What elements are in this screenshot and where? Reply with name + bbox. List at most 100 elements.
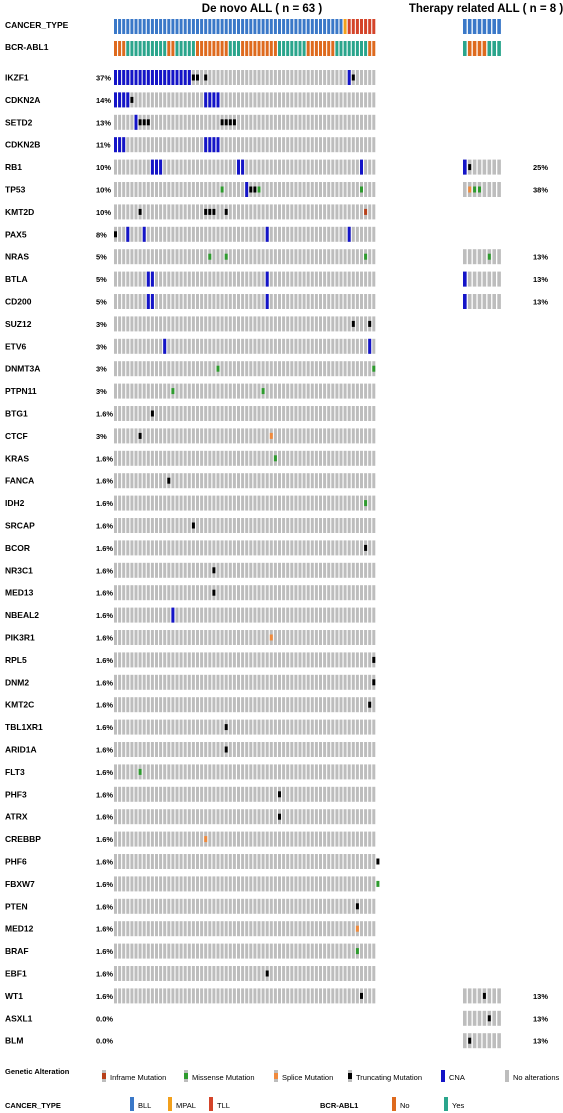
background-cell <box>355 607 359 623</box>
background-cell <box>355 137 359 153</box>
background-cell <box>183 338 187 354</box>
annotation-cell-denovo <box>200 19 204 34</box>
background-cell <box>216 159 220 175</box>
background-cell <box>134 271 138 287</box>
gene-label: CDKN2A <box>5 95 40 105</box>
background-cell <box>126 383 130 399</box>
background-cell <box>343 518 347 533</box>
alteration-cna <box>237 159 240 175</box>
background-cell <box>138 182 142 197</box>
background-cell <box>241 450 245 466</box>
background-cell <box>306 271 310 287</box>
background-cell <box>351 338 355 354</box>
background-cell <box>273 540 277 556</box>
background-cell <box>269 988 273 1004</box>
background-cell <box>286 114 290 130</box>
background-cell <box>372 921 376 937</box>
background-cell <box>216 607 220 623</box>
background-cell <box>200 809 204 825</box>
background-cell <box>269 137 273 153</box>
background-cell <box>183 114 187 130</box>
background-cell <box>360 854 363 869</box>
background-cell <box>331 204 335 220</box>
background-cell <box>249 495 253 511</box>
background-cell <box>134 943 138 959</box>
background-cell <box>159 518 163 533</box>
background-cell <box>212 182 216 197</box>
background-cell <box>351 988 355 1004</box>
background-cell <box>323 383 327 399</box>
legend-label: Splice Mutation <box>282 1073 333 1082</box>
background-cell <box>323 450 327 466</box>
background-cell <box>273 809 277 825</box>
annotation-cell-denovo <box>364 19 368 34</box>
background-cell <box>159 182 163 197</box>
background-cell <box>463 249 467 265</box>
background-cell <box>200 249 204 265</box>
background-cell <box>355 540 359 556</box>
background-cell <box>245 966 249 981</box>
background-cell <box>253 92 257 108</box>
background-cell <box>482 159 487 175</box>
background-cell <box>360 473 363 489</box>
background-cell <box>138 898 142 914</box>
legend-label: No alterations <box>513 1073 560 1082</box>
background-cell <box>265 204 269 220</box>
background-cell <box>167 966 171 981</box>
background-cell <box>237 585 240 601</box>
background-cell <box>118 943 122 959</box>
alteration-mutation <box>191 74 195 81</box>
background-cell <box>306 786 310 802</box>
background-cell <box>253 137 257 153</box>
background-cell <box>155 338 158 354</box>
background-cell <box>179 742 183 757</box>
annotation-cell-denovo <box>323 41 327 56</box>
background-cell <box>167 674 171 690</box>
background-cell <box>142 361 146 377</box>
background-cell <box>126 607 130 623</box>
background-cell <box>130 697 134 713</box>
background-cell <box>347 764 351 780</box>
annotation-cell-denovo <box>196 19 199 34</box>
background-cell <box>372 966 376 981</box>
background-cell <box>364 697 368 713</box>
background-cell <box>237 70 240 85</box>
background-cell <box>159 249 163 265</box>
background-cell <box>302 988 306 1004</box>
background-cell <box>253 652 257 668</box>
background-cell <box>130 719 134 735</box>
background-cell <box>216 674 220 690</box>
background-cell <box>282 630 286 645</box>
background-cell <box>298 182 302 197</box>
background-cell <box>290 495 294 511</box>
background-cell <box>171 562 175 578</box>
gene-label: KRAS <box>5 453 29 463</box>
background-cell <box>187 316 191 332</box>
background-cell <box>290 630 294 645</box>
background-cell <box>204 697 208 713</box>
background-cell <box>355 204 359 220</box>
background-cell <box>118 495 122 511</box>
background-cell <box>302 562 306 578</box>
background-cell <box>290 182 294 197</box>
background-cell <box>245 585 249 601</box>
background-cell <box>167 921 171 937</box>
background-cell <box>286 921 290 937</box>
background-cell <box>355 182 359 197</box>
background-cell <box>347 607 351 623</box>
background-cell <box>347 630 351 645</box>
background-cell <box>355 338 359 354</box>
annotation-cell-therapy <box>492 41 496 56</box>
background-cell <box>253 114 257 130</box>
background-cell <box>212 630 216 645</box>
background-cell <box>138 495 142 511</box>
background-cell <box>216 786 220 802</box>
background-cell <box>183 473 187 489</box>
background-cell <box>294 114 298 130</box>
background-cell <box>372 988 376 1004</box>
background-cell <box>216 854 220 869</box>
background-cell <box>290 159 294 175</box>
background-cell <box>134 719 138 735</box>
background-cell <box>364 70 368 85</box>
background-cell <box>171 338 175 354</box>
